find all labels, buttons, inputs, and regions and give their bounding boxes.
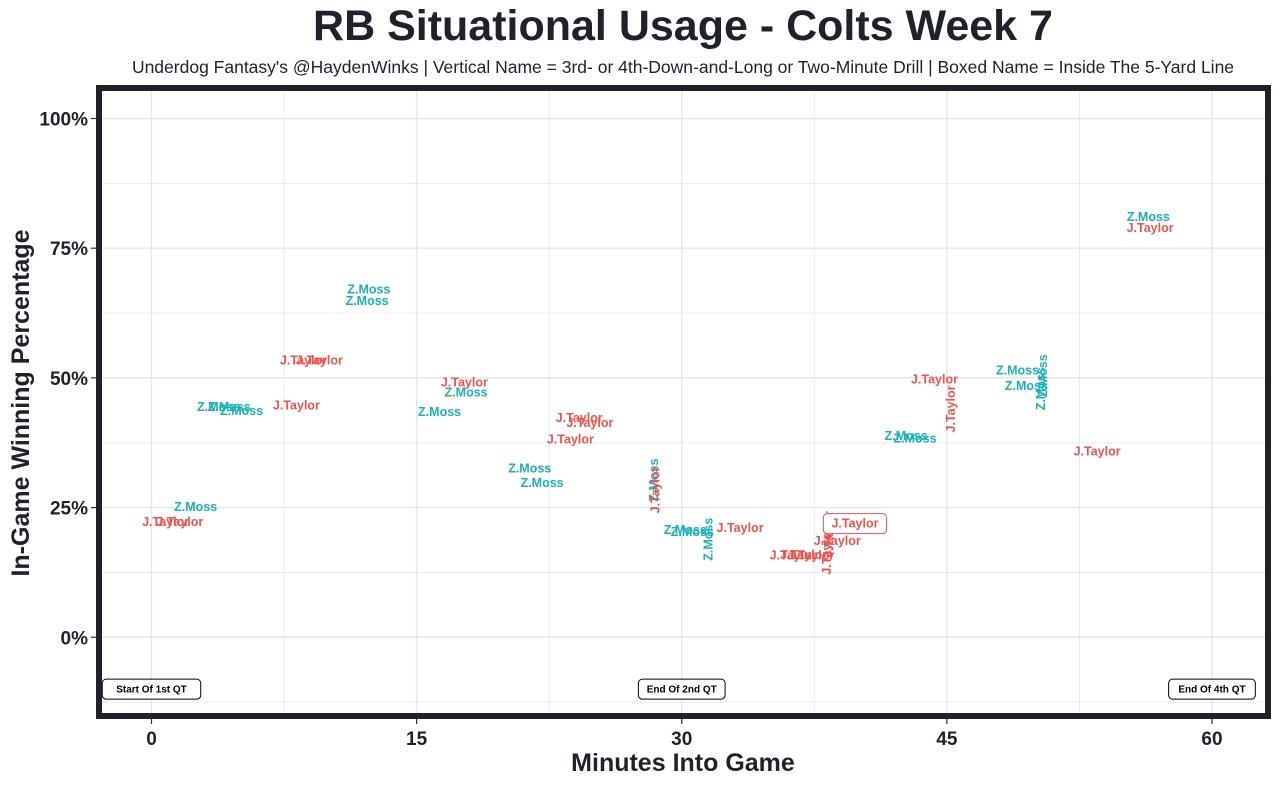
point-label-z-moss: Z.Moss	[521, 476, 564, 490]
x-tick-label: 45	[936, 729, 958, 750]
point-label-j-taylor: J.Taylor	[547, 433, 594, 447]
y-tick-label: 0%	[61, 628, 89, 649]
quarter-annotation: Start Of 1st QT	[101, 678, 202, 700]
point-label-z-moss: Z.Moss	[174, 500, 217, 514]
annotation-label: End Of 4th QT	[1178, 685, 1245, 696]
annotation-label: End Of 2nd QT	[647, 685, 717, 696]
point-label-z-moss: Z.Moss	[885, 429, 928, 443]
y-tick-label: 100%	[39, 109, 88, 130]
annotation-box	[1168, 678, 1256, 700]
quarter-annotations: Start Of 1st QT End Of 2nd QT End Of 4th Q…	[101, 678, 1256, 700]
chart-title: RB Situational Usage - Colts Week 7	[313, 2, 1053, 50]
vertical-point-label-z-moss: Z.Moss	[1034, 367, 1048, 410]
point-label-z-moss: Z.Moss	[1005, 379, 1048, 393]
annotation-box	[637, 678, 726, 700]
point-label-z-moss: Z.Moss	[220, 404, 263, 418]
point-label-j-taylor: J.Taylor	[780, 548, 827, 562]
point-label-z-moss: Z.Moss	[1127, 210, 1170, 224]
point-label: J.Taylor	[831, 517, 878, 531]
x-axis-title: Minutes Into Game	[571, 749, 795, 777]
point-label-j-taylor: J.Taylor	[142, 515, 189, 529]
point-label-z-moss: Z.Moss	[664, 523, 707, 537]
x-tick-label: 30	[671, 729, 692, 750]
point-label-j-taylor: J.Taylor	[556, 411, 603, 425]
x-tick-label: 0	[146, 729, 157, 750]
vertical-point-label-j-taylor: J.Taylor	[944, 385, 958, 432]
point-label-z-moss: Z.Moss	[197, 400, 240, 414]
point-label-j-taylor: J.Taylor	[566, 416, 613, 430]
y-tick-label: 75%	[50, 239, 88, 260]
point-label-j-taylor: J.Taylor	[717, 521, 764, 535]
point-label-j-taylor: J.Taylor	[1127, 221, 1174, 235]
vertical-point-label-j-taylor: J.Taylor	[820, 528, 834, 575]
point-label-z-moss: Z.Moss	[208, 400, 251, 414]
data-labels: Z.MossZ.MossZ.MossZ.MossZ.MossZ.MossZ.Mo…	[142, 210, 1174, 575]
vertical-point-label-j-taylor: J.Taylor	[649, 466, 663, 513]
point-label-j-taylor: J.Taylor	[787, 548, 834, 562]
point-label-j-taylor: J.Taylor	[280, 354, 327, 368]
vertical-point-label-z-moss: Z.Moss	[647, 458, 661, 501]
vertical-point-label-z-moss: Z.Moss	[1036, 354, 1050, 397]
quarter-annotation: End Of 2nd QT	[637, 678, 726, 700]
point-label-z-moss: Z.Moss	[996, 364, 1039, 378]
point-label-j-taylor: J.Taylor	[814, 534, 861, 548]
point-label-box	[822, 513, 888, 535]
point-label-z-moss: Z.Moss	[347, 283, 390, 297]
y-tick-label: 25%	[50, 499, 88, 520]
y-axis-title: In-Game Winning Percentage	[7, 229, 35, 576]
chart-subtitle: Underdog Fantasy's @HaydenWinks | Vertic…	[131, 57, 1235, 77]
point-label-z-moss: Z.Moss	[894, 432, 937, 446]
plot-frame	[96, 85, 1271, 719]
x-tick-label: 60	[1201, 729, 1222, 750]
grid-lines	[102, 91, 1265, 713]
point-label-j-taylor: J.Taylor	[441, 376, 488, 390]
point-label-z-moss: Z.Moss	[346, 294, 389, 308]
point-label-j-taylor: J.Taylor	[156, 515, 203, 529]
point-label-j-taylor: J.Taylor	[911, 372, 958, 386]
point-label-z-moss: Z.Moss	[671, 525, 714, 539]
point-label-z-moss: Z.Moss	[445, 385, 488, 399]
boxed-point-label-j-taylor: J.Taylor	[822, 513, 888, 535]
point-label-z-moss: Z.Moss	[508, 462, 551, 476]
point-label-j-taylor: J.Taylor	[770, 548, 817, 562]
quarter-annotation: End Of 4th QT	[1168, 678, 1256, 700]
point-label-j-taylor: J.Taylor	[1074, 445, 1121, 459]
annotation-label: Start Of 1st QT	[116, 685, 187, 696]
x-axis: 0 15 30 45 60	[146, 719, 1223, 750]
y-tick-label: 50%	[50, 369, 88, 390]
vertical-point-label-z-moss: Z.Moss	[702, 518, 716, 561]
point-label-j-taylor: J.Taylor	[273, 398, 320, 412]
point-label-z-moss: Z.Moss	[418, 405, 461, 419]
point-label-j-taylor: J.Taylor	[296, 354, 343, 368]
x-tick-label: 15	[406, 729, 428, 750]
y-axis: 0% 25% 50% 75% 100%	[39, 109, 96, 649]
annotation-box	[101, 678, 202, 700]
